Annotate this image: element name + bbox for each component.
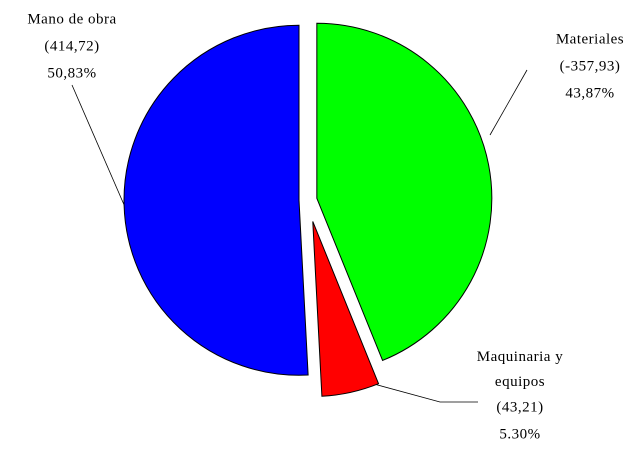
slice-label: Mano de obra bbox=[27, 11, 116, 27]
amount-label: (-357,93) bbox=[560, 58, 621, 74]
leader-line bbox=[351, 377, 478, 403]
amount-label: (43,21) bbox=[496, 399, 543, 415]
leader-line bbox=[71, 84, 126, 208]
slice-label: Materiales bbox=[556, 31, 624, 47]
pie-slice bbox=[312, 221, 380, 397]
percent-label: 50,83% bbox=[47, 65, 96, 81]
amount-label: (414,72) bbox=[44, 38, 99, 54]
slice-label-line: Maquinaria y bbox=[477, 349, 563, 365]
pie-slice bbox=[316, 22, 493, 362]
pie-slice bbox=[123, 24, 309, 376]
percent-label: 5.30% bbox=[499, 426, 540, 442]
percent-label: 43,87% bbox=[565, 85, 614, 101]
slice-label: Maquinaria y equipos bbox=[477, 349, 563, 390]
leader-line bbox=[489, 69, 528, 136]
slice-label-line: equipos bbox=[495, 374, 545, 390]
